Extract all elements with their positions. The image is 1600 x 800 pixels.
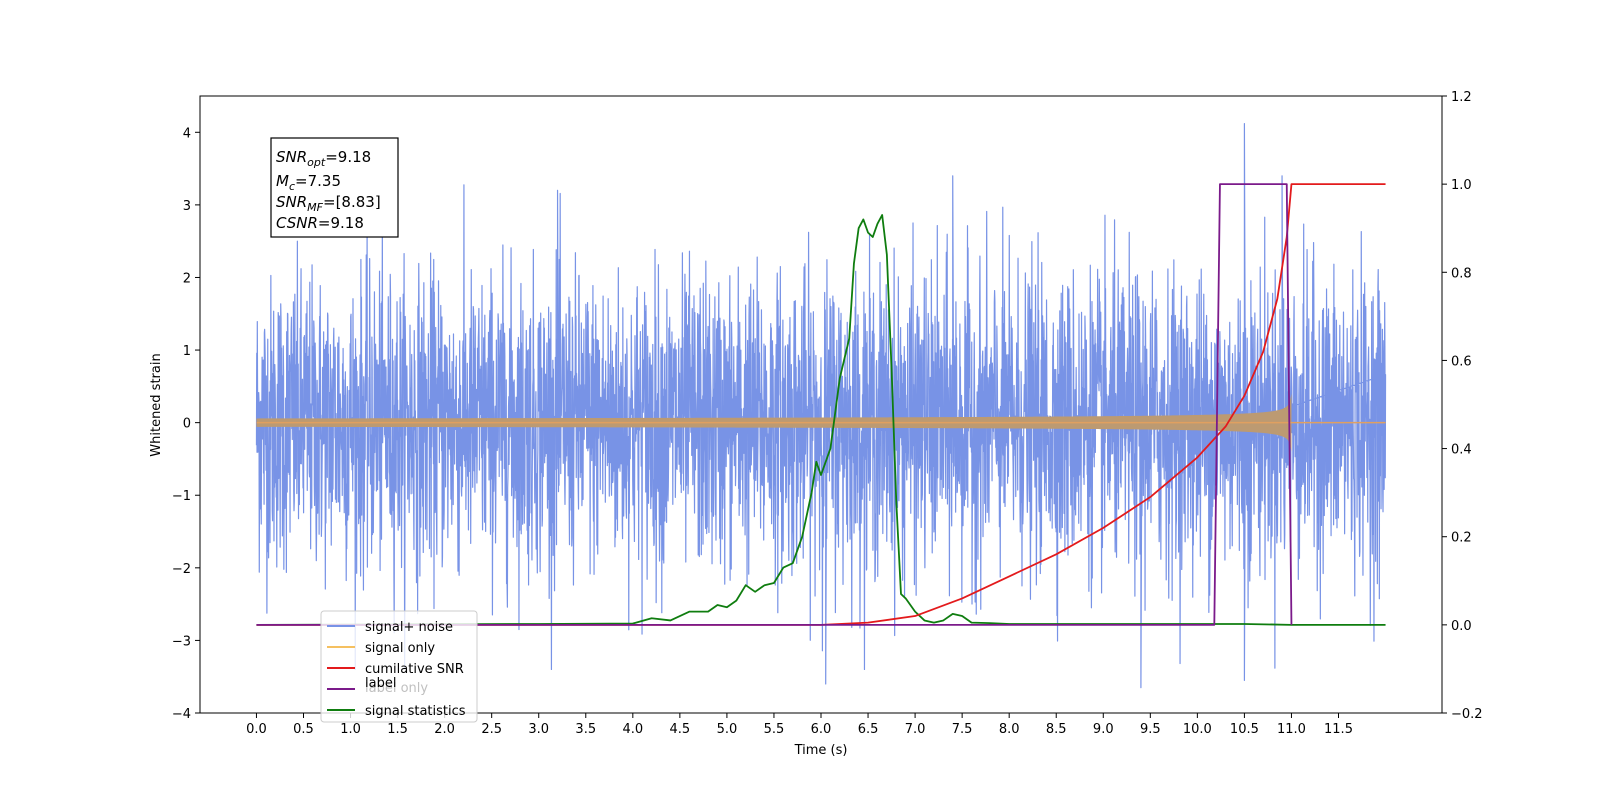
series-cumulative-snr [256,183,1386,626]
x-tick-label: 11.5 [1324,722,1353,737]
y-right-tick-label: 0.4 [1451,443,1472,458]
y-right-tick-label: 0.2 [1451,531,1472,546]
y-left-tick-label: 3 [183,199,191,214]
info-chirp-mass-sym: M [276,172,289,190]
x-axis-label: Time (s) [794,743,848,758]
legend-label-signal-only: signal only [365,641,435,656]
y-right-tick-label: 0.6 [1451,354,1472,369]
info-snr-opt-sym: SNR [276,148,307,166]
x-tick-label: 7.5 [952,722,973,737]
legend-entry-label: label [327,676,396,691]
info-snr-mf: SNRMF=[8.83] [276,193,381,214]
x-tick-label: 11.0 [1277,722,1306,737]
y-right-tick-label: −0.2 [1451,707,1483,722]
tick-layer: 0.0 0.5 1.0 1.5 2.0 2.5 3.0 3.5 4.0 4.5 5.0 5.5 6.0 6… [172,90,1483,737]
info-snr-mf-sym: SNR [276,193,307,211]
series-signal-statistics [256,214,1386,626]
info-snr-opt-value: =9.18 [325,148,371,166]
x-tick-label: 8.5 [1046,722,1067,737]
legend-ghost-label-only: label only [365,681,428,696]
x-tick-label: 5.0 [717,722,738,737]
x-tick-label: 9.0 [1093,722,1114,737]
y-right-tick-label: 1.2 [1451,90,1472,105]
info-snr-mf-sub: MF [307,201,323,214]
legend-label-cumulative-snr: cumilative SNR [365,662,464,677]
y-left-tick-label: −2 [172,562,191,577]
info-box-frame [270,137,399,238]
info-csnr: CSNR=9.18 [276,214,364,232]
x-tick-label: 3.0 [528,722,549,737]
series-signal-noise [255,122,1387,689]
series-label [256,183,1293,626]
info-snr-opt-sub: opt [307,156,326,169]
x-tick-label: 4.0 [622,722,643,737]
x-tick-label: 6.0 [811,722,832,737]
y-right-tick-label: 0.8 [1451,266,1472,281]
legend: label only signal+ noise signal only cum… [320,610,478,723]
x-tick-label: 6.5 [858,722,879,737]
info-chirp-mass-sub: c [289,180,295,193]
x-tick-label: 5.5 [764,722,785,737]
y-left-tick-label: 4 [183,126,191,141]
x-tick-label: 8.0 [999,722,1020,737]
info-chirp-mass: Mc=7.35 [276,172,341,193]
y-right-tick-label: 1.0 [1451,178,1472,193]
y-left-tick-label: 0 [183,417,191,432]
x-tick-label: 0.0 [246,722,267,737]
x-tick-label: 2.5 [481,722,502,737]
info-csnr-sym: CSNR [276,214,318,232]
x-tick-label: 10.5 [1230,722,1259,737]
legend-frame [320,610,478,723]
y-left-tick-label: −3 [172,634,191,649]
x-tick-label: 1.5 [387,722,408,737]
x-tick-label: 9.5 [1140,722,1161,737]
y-right-tick-label: 0.0 [1451,619,1472,634]
info-snr-mf-value: =[8.83] [323,193,381,211]
legend-entry-signal-statistics: signal statistics [327,704,466,719]
y-left-tick-label: −4 [172,707,191,722]
x-tick-label: 3.5 [575,722,596,737]
x-tick-label: 2.0 [434,722,455,737]
x-tick-label: 0.5 [293,722,314,737]
plot-data-layer [255,122,1387,689]
x-tick-label: 4.5 [670,722,691,737]
y-left-tick-label: 2 [183,271,191,286]
info-snr-opt: SNRopt=9.18 [276,148,371,169]
legend-label-signal-statistics: signal statistics [365,704,466,719]
x-tick-label: 7.0 [905,722,926,737]
y-axis-label: Whitened strain [149,353,164,456]
info-chirp-mass-value: =7.35 [295,172,341,190]
legend-label-label: label [365,676,396,691]
info-csnr-value: =9.18 [318,214,364,232]
legend-entry-signal-noise: signal+ noise [327,620,453,635]
x-tick-label: 10.0 [1183,722,1212,737]
x-tick-label: 1.0 [340,722,361,737]
info-box: SNRopt=9.18 Mc=7.35 SNRMF=[8.83] CSNR=9.… [270,137,399,238]
y-left-tick-label: −1 [172,489,191,504]
legend-label-signal-noise: signal+ noise [365,620,453,635]
legend-entry-signal-only: signal only [327,641,435,656]
y-left-tick-label: 1 [183,344,191,359]
legend-entry-cumulative-snr: cumilative SNR [327,662,464,677]
